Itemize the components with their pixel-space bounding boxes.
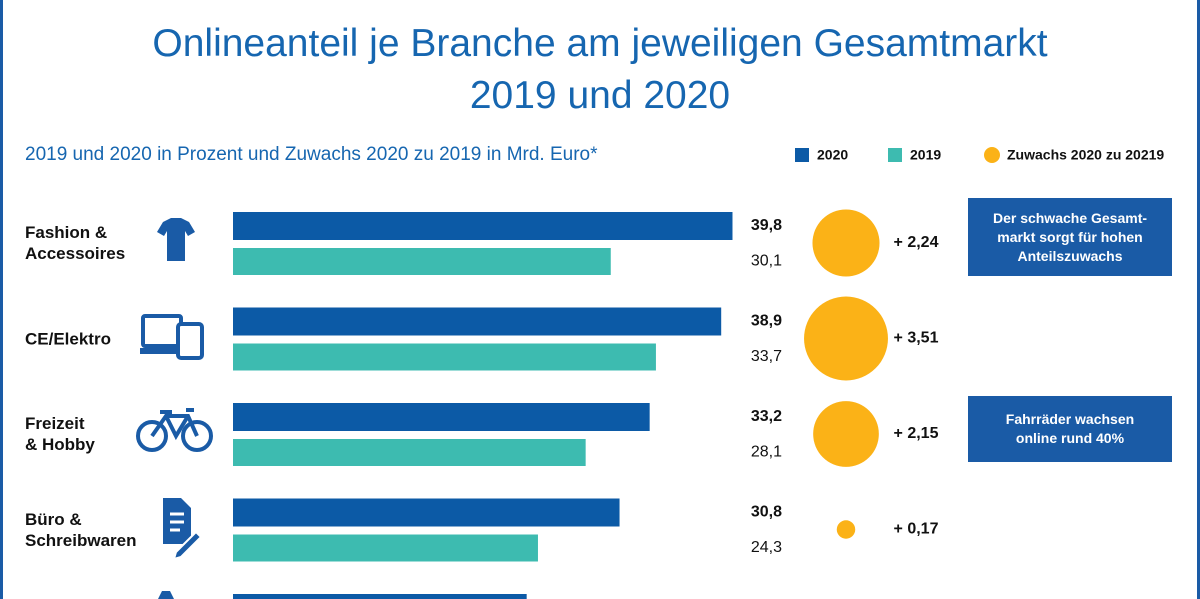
icon-bike [136, 408, 213, 452]
value-label: 28,1 [751, 444, 782, 461]
value-label: 39,8 [751, 217, 782, 234]
icon-tablet [176, 322, 204, 360]
frame-right [1197, 0, 1200, 599]
value-label: 38,9 [751, 313, 782, 330]
value-label: 30,8 [751, 504, 782, 521]
subtitle: 2019 und 2020 in Prozent und Zuwachs 202… [25, 144, 598, 165]
icons [136, 218, 213, 599]
legend-label: 2019 [910, 147, 941, 163]
bar [233, 594, 527, 599]
bar [233, 212, 733, 240]
icon-shirt [157, 218, 195, 261]
bar [233, 498, 620, 527]
annotation: Fahrräder wachsen online rund 40% [968, 396, 1172, 462]
bubble [836, 520, 856, 539]
frame-left [0, 0, 3, 599]
legend-label: 2020 [817, 147, 848, 163]
icon-partial [158, 591, 174, 599]
value-label: 33,2 [751, 408, 782, 425]
bar [233, 343, 656, 371]
category-label: CE/Elektro [25, 329, 111, 348]
bubble-label: + 3,51 [894, 330, 939, 347]
bubble-label: + 2,24 [894, 234, 939, 251]
icon-lines [170, 512, 184, 532]
bar [233, 307, 722, 336]
bubble [812, 209, 880, 277]
bubble [804, 296, 888, 381]
annotation: Der schwache Gesamt- markt sorgt für hoh… [968, 198, 1172, 276]
legend-swatch [984, 147, 1000, 163]
bubble-label: + 0,17 [894, 521, 939, 538]
bubble [813, 401, 879, 467]
category-label: Fashion & Accessoires [25, 223, 126, 263]
icon-base [140, 348, 176, 354]
legend-swatch [888, 148, 902, 162]
icon-screen [141, 314, 183, 348]
category-label: Freizeit & Hobby [25, 414, 95, 454]
value-label: 24,3 [751, 539, 782, 556]
bar [233, 403, 650, 431]
bar [233, 248, 611, 275]
chart-title: Onlineanteil je Branche am jeweiligen Ge… [152, 22, 1048, 117]
value-label: 30,1 [751, 253, 782, 270]
category-label: Büro & Schreibwaren [25, 509, 137, 550]
bar [233, 534, 538, 562]
bar [233, 439, 586, 466]
legend-swatch [795, 148, 809, 162]
value-label: 33,7 [751, 348, 782, 365]
legend-label: Zuwachs 2020 zu 20219 [1007, 147, 1164, 163]
bubble-label: + 2,15 [894, 425, 939, 442]
icon-pen [172, 530, 203, 561]
